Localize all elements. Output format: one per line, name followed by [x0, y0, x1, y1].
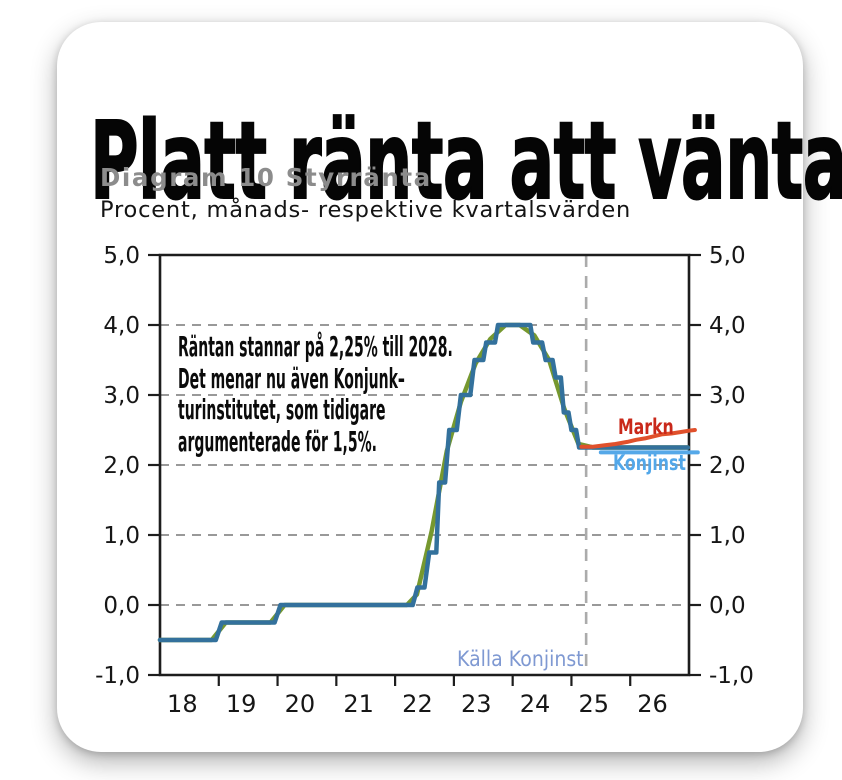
x-axis-label: 25: [579, 690, 610, 718]
y-axis-label-left: 5,0: [103, 243, 140, 269]
y-axis-label-left: -1,0: [95, 663, 140, 689]
styrranta-chart: 5,0 5,0 4,0 4,0 3,0 3,0 2,0 2,0 1,0 1,0 0,0 0,0 -1,0…: [95, 243, 754, 718]
x-axis-label: 22: [402, 690, 433, 718]
chart-annotation: Räntan stannar på 2,25% till 2028. Det m…: [178, 330, 453, 458]
x-axis-label: 20: [285, 690, 316, 718]
markn-series-label: Markn: [618, 415, 674, 439]
x-axis-label: 24: [520, 690, 551, 718]
headline: Platt ränta att vänta: [89, 99, 842, 224]
series-styrranta-manadsvarden: [157, 322, 691, 643]
y-axis-label-left: 1,0: [103, 523, 140, 549]
y-axis-label-left: 4,0: [103, 313, 140, 339]
konjinst-series-label: Konjinst: [613, 451, 686, 475]
series-markn-prissattning: [579, 428, 697, 449]
y-axis-label-right: 5,0: [709, 243, 746, 269]
y-axis-label-right: -1,0: [709, 663, 754, 689]
y-axis-label-left: 2,0: [103, 453, 140, 479]
x-axis-label: 21: [343, 690, 374, 718]
y-axis-label-left: 3,0: [103, 383, 140, 409]
news-card: Platt ränta att vänta Diagram 10 Styrrän…: [57, 22, 842, 752]
x-axis-label: 26: [637, 690, 668, 718]
x-axis-label: 23: [461, 690, 492, 718]
y-axis-label-right: 2,0: [709, 453, 746, 479]
x-axis-label: 19: [226, 690, 257, 718]
chart-subtitle: Procent, månads- respektive kvartalsvärd…: [100, 197, 632, 223]
y-axis-label-left: 0,0: [103, 593, 140, 619]
y-axis-label-right: 4,0: [709, 313, 746, 339]
y-axis-label-right: 1,0: [709, 523, 746, 549]
y-axis-label-right: 0,0: [709, 593, 746, 619]
source-label: Källa Konjinst: [457, 647, 584, 672]
x-axis-label: 18: [167, 690, 198, 718]
y-axis-label-right: 3,0: [709, 383, 746, 409]
chart-title: Diagram 10 Styrränta: [100, 163, 432, 192]
